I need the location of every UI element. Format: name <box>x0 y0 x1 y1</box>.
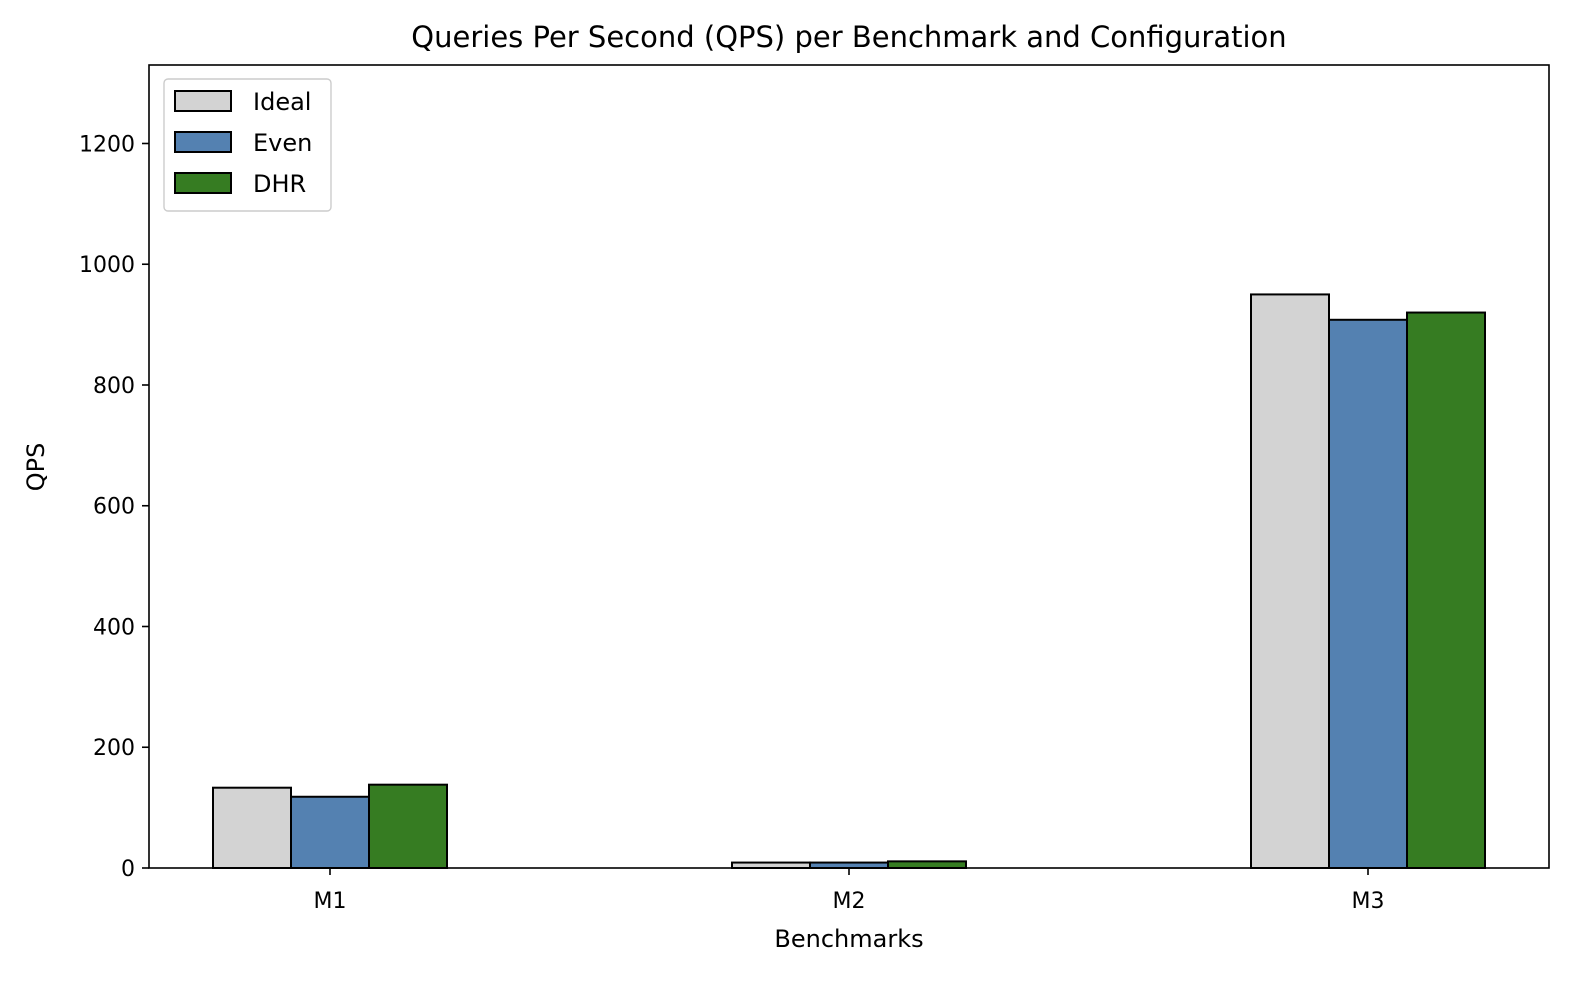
legend-label-dhr: DHR <box>253 170 306 198</box>
x-tick-label: M2 <box>833 889 866 914</box>
bar-ideal-m3 <box>1250 293 1330 869</box>
y-tick-label: 800 <box>93 374 135 399</box>
y-tick-label: 600 <box>93 495 135 520</box>
bar-dhr-m3 <box>1406 311 1486 869</box>
legend-swatch-even <box>174 131 232 153</box>
x-tick-label: M3 <box>1352 889 1385 914</box>
y-ticks-group: 0 200 400 600 800 1000 1200 <box>79 132 149 882</box>
bar-ideal-m2 <box>731 861 811 869</box>
y-tick-label: 0 <box>121 857 135 882</box>
legend-swatch-dhr <box>174 172 232 194</box>
x-axis-label: Benchmarks <box>774 925 923 953</box>
legend-swatch-ideal <box>174 90 232 112</box>
x-ticks-group: M1 M2 M3 <box>314 868 1385 914</box>
x-tick-label: M1 <box>314 889 347 914</box>
legend-label-even: Even <box>253 129 312 157</box>
y-axis-label: QPS <box>22 443 50 492</box>
bars-group <box>212 293 1486 870</box>
y-tick-label: 1000 <box>79 253 135 278</box>
y-tick-label: 400 <box>93 615 135 640</box>
bar-even-m3 <box>1328 318 1408 870</box>
bar-ideal-m1 <box>212 786 292 870</box>
bar-dhr-m1 <box>368 783 448 870</box>
legend-label-ideal: Ideal <box>253 88 311 116</box>
bar-dhr-m2 <box>887 860 967 869</box>
bar-even-m1 <box>290 795 370 870</box>
y-tick-label: 1200 <box>79 132 135 157</box>
bar-even-m2 <box>809 861 889 869</box>
plot-frame <box>148 64 1550 869</box>
chart-title: Queries Per Second (QPS) per Benchmark a… <box>411 20 1286 54</box>
legend: Ideal Even DHR <box>163 78 332 212</box>
y-tick-label: 200 <box>93 736 135 761</box>
